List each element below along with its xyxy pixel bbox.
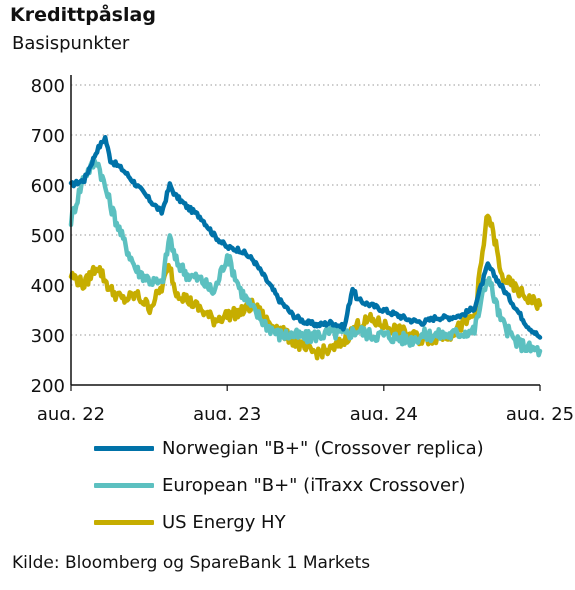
y-tick-label-700: 700 <box>31 126 65 147</box>
y-tick-label-600: 600 <box>31 176 65 197</box>
source-note: Kilde: Bloomberg og SpareBank 1 Markets <box>12 553 371 573</box>
x-tick-label-3: aug. 25 <box>506 404 574 420</box>
x-tick-label-0: aug. 22 <box>37 404 105 420</box>
y-tick-label-500: 500 <box>31 226 65 247</box>
x-axis-tick-labels: aug. 22 aug. 23 aug. 24 aug. 25 <box>37 385 574 420</box>
legend: Norwegian "B+" (Crossover replica) Europ… <box>94 430 484 541</box>
legend-item-european: European "B+" (iTraxx Crossover) <box>94 467 484 504</box>
chart-subtitle: Basispunkter <box>12 33 130 54</box>
legend-swatch-us-energy <box>94 520 154 525</box>
legend-item-us-energy: US Energy HY <box>94 504 484 541</box>
y-tick-label-400: 400 <box>31 276 65 297</box>
series-lines <box>68 134 543 361</box>
x-tick-label-2: aug. 24 <box>350 404 418 420</box>
y-tick-label-800: 800 <box>31 76 65 97</box>
legend-label-european: European "B+" (iTraxx Crossover) <box>162 475 466 496</box>
y-tick-label-200: 200 <box>31 376 65 397</box>
series-line-us-energy <box>68 213 543 361</box>
legend-label-us-energy: US Energy HY <box>162 512 286 533</box>
x-tick-label-1: aug. 23 <box>193 404 261 420</box>
y-axis-tick-labels: 200 300 400 500 600 700 800 <box>31 76 65 397</box>
legend-swatch-norwegian <box>94 446 154 451</box>
legend-item-norwegian: Norwegian "B+" (Crossover replica) <box>94 430 484 467</box>
y-tick-label-300: 300 <box>31 326 65 347</box>
series-line-european <box>68 158 543 358</box>
series-line-norwegian <box>68 134 543 340</box>
legend-swatch-european <box>94 483 154 488</box>
legend-label-norwegian: Norwegian "B+" (Crossover replica) <box>162 438 484 459</box>
grid-lines <box>71 84 540 336</box>
chart-title: Kredittpåslag <box>10 4 156 26</box>
